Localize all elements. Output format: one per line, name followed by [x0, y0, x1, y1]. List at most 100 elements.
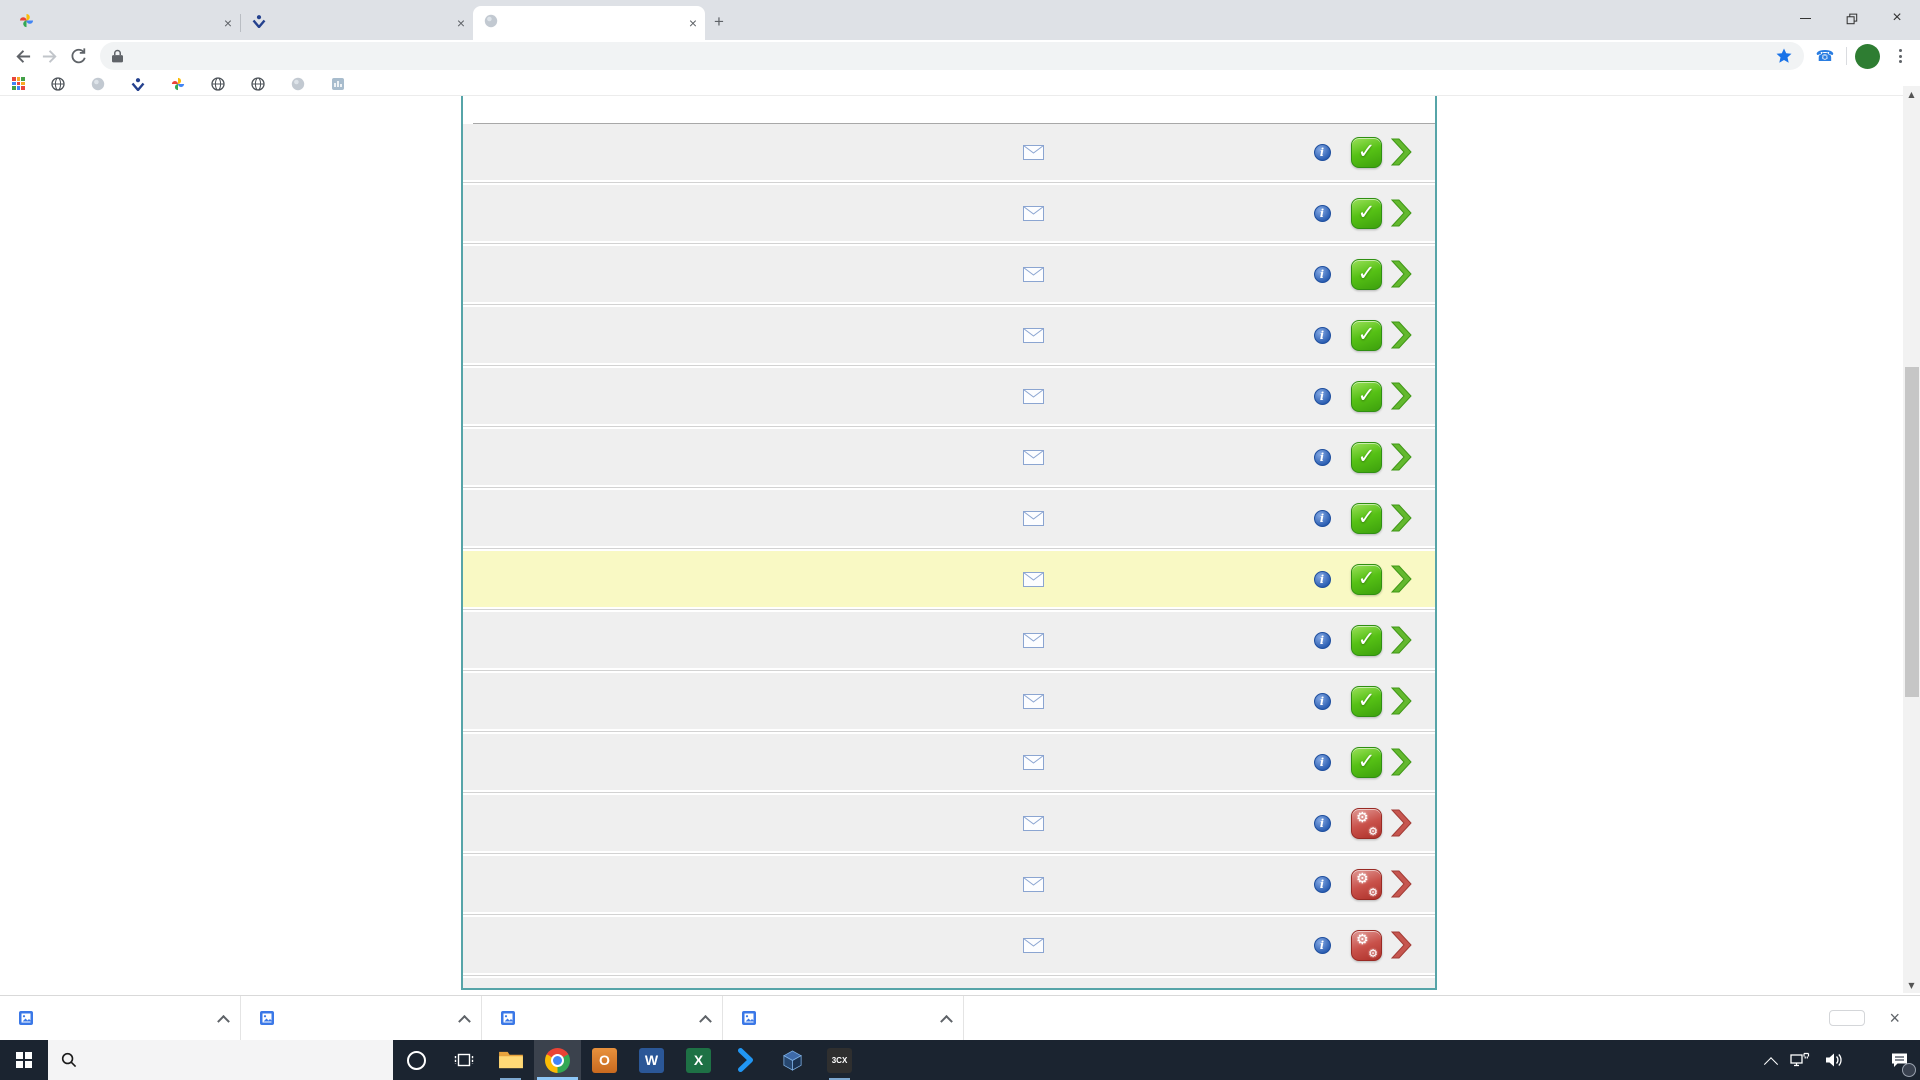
tray-expand-button[interactable] — [1759, 1040, 1783, 1080]
profile-avatar[interactable] — [1855, 43, 1880, 69]
chevron-up-icon[interactable] — [217, 1014, 230, 1028]
bookmark-issue-navigator[interactable] — [131, 77, 151, 91]
chevron-right-icon[interactable] — [1390, 198, 1413, 228]
info-button[interactable]: i — [1305, 875, 1339, 893]
restore-button[interactable] — [1828, 0, 1874, 36]
3cx-button[interactable]: 3CX — [816, 1040, 863, 1080]
chevron-up-icon[interactable] — [458, 1014, 471, 1028]
info-button[interactable]: i — [1305, 448, 1339, 466]
address-bar[interactable] — [100, 42, 1804, 70]
chevron-up-icon[interactable] — [699, 1014, 712, 1028]
bookmark-google-photos[interactable] — [171, 77, 191, 91]
chevron-right-icon[interactable] — [1390, 564, 1413, 594]
phone-extension-button[interactable]: ☎ — [1812, 44, 1838, 68]
cortana-button[interactable] — [393, 1040, 440, 1080]
bookmark-abi-warranty[interactable] — [50, 76, 71, 91]
status-error-button[interactable]: ⚙ ⚙ — [1351, 929, 1382, 961]
messages-button[interactable] — [1005, 449, 1061, 465]
chevron-right-icon[interactable] — [1390, 503, 1413, 533]
tab-google-photos[interactable]: × — [8, 6, 240, 40]
messages-button[interactable] — [1005, 510, 1061, 526]
new-tab-button[interactable]: + — [714, 12, 724, 31]
messages-button[interactable] — [1005, 571, 1061, 587]
messages-button[interactable] — [1005, 937, 1061, 953]
scroll-down-button[interactable]: ▼ — [1908, 980, 1915, 990]
info-button[interactable]: i — [1305, 570, 1339, 588]
excel-button[interactable]: X — [675, 1040, 722, 1080]
back-button[interactable] — [8, 42, 36, 70]
chevron-right-icon[interactable] — [1390, 686, 1413, 716]
tab-claim-header[interactable]: × — [473, 6, 705, 40]
download-item[interactable] — [0, 996, 241, 1040]
status-ok-button[interactable]: ✓ — [1351, 319, 1382, 351]
swift-app-button[interactable] — [722, 1040, 769, 1080]
messages-button[interactable] — [1005, 754, 1061, 770]
file-explorer-button[interactable] — [487, 1040, 534, 1080]
status-ok-button[interactable]: ✓ — [1351, 136, 1382, 168]
downloads-close-button[interactable]: × — [1889, 1007, 1900, 1028]
status-error-button[interactable]: ⚙ ⚙ — [1351, 807, 1382, 839]
start-button[interactable] — [0, 1040, 48, 1080]
status-ok-button[interactable]: ✓ — [1351, 624, 1382, 656]
show-all-button[interactable] — [1829, 1010, 1866, 1026]
chevron-right-icon[interactable] — [1390, 930, 1413, 960]
menu-kebab-icon[interactable] — [1888, 44, 1912, 68]
download-item[interactable] — [241, 996, 482, 1040]
status-ok-button[interactable]: ✓ — [1351, 563, 1382, 595]
chevron-right-icon[interactable] — [1390, 137, 1413, 167]
taskbar-search-input[interactable] — [48, 1040, 393, 1080]
volume-button[interactable] — [1817, 1040, 1851, 1080]
chevron-right-icon[interactable] — [1390, 625, 1413, 655]
chevron-right-icon[interactable] — [1390, 259, 1413, 289]
virtualbox-button[interactable] — [769, 1040, 816, 1080]
bookmark-atlas-customer[interactable] — [331, 77, 351, 91]
tab-jira-issue[interactable]: × — [241, 6, 473, 40]
chrome-button[interactable] — [534, 1040, 581, 1080]
scrollbar-thumb[interactable] — [1904, 367, 1919, 697]
status-ok-button[interactable]: ✓ — [1351, 258, 1382, 290]
bookmark-claim-header[interactable] — [291, 77, 311, 91]
outlook-button[interactable]: O — [581, 1040, 628, 1080]
messages-button[interactable] — [1005, 632, 1061, 648]
info-button[interactable]: i — [1305, 143, 1339, 161]
bookmark-apps[interactable] — [12, 77, 31, 90]
status-ok-button[interactable]: ✓ — [1351, 502, 1382, 534]
close-window-button[interactable]: × — [1874, 0, 1920, 36]
task-view-button[interactable] — [440, 1040, 487, 1080]
bookmark-heather-1[interactable] — [210, 76, 231, 91]
info-button[interactable]: i — [1305, 692, 1339, 710]
chevron-up-icon[interactable] — [940, 1014, 953, 1028]
messages-button[interactable] — [1005, 205, 1061, 221]
bookmark-star-icon[interactable] — [1776, 48, 1792, 64]
messages-button[interactable] — [1005, 693, 1061, 709]
info-button[interactable]: i — [1305, 387, 1339, 405]
messages-button[interactable] — [1005, 815, 1061, 831]
info-button[interactable]: i — [1305, 753, 1339, 771]
refresh-button[interactable] — [64, 42, 92, 70]
bookmark-heather-2[interactable] — [250, 76, 271, 91]
messages-button[interactable] — [1005, 388, 1061, 404]
info-button[interactable]: i — [1305, 936, 1339, 954]
status-ok-button[interactable]: ✓ — [1351, 197, 1382, 229]
language-indicator[interactable] — [1851, 1040, 1865, 1080]
info-button[interactable]: i — [1305, 265, 1339, 283]
network-button[interactable] — [1783, 1040, 1817, 1080]
action-center-button[interactable] — [1883, 1040, 1916, 1080]
scroll-up-button[interactable]: ▲ — [1908, 89, 1915, 99]
info-button[interactable]: i — [1305, 204, 1339, 222]
status-error-button[interactable]: ⚙ ⚙ — [1351, 868, 1382, 900]
download-item[interactable] — [723, 996, 964, 1040]
download-item[interactable] — [482, 996, 723, 1040]
status-ok-button[interactable]: ✓ — [1351, 746, 1382, 778]
chevron-right-icon[interactable] — [1390, 381, 1413, 411]
chevron-right-icon[interactable] — [1390, 320, 1413, 350]
bookmark-swift-connect[interactable] — [91, 77, 111, 91]
close-icon[interactable]: × — [688, 15, 697, 31]
minimize-button[interactable] — [1782, 0, 1828, 36]
forward-button[interactable] — [36, 42, 64, 70]
info-button[interactable]: i — [1305, 326, 1339, 344]
messages-button[interactable] — [1005, 327, 1061, 343]
chevron-right-icon[interactable] — [1390, 869, 1413, 899]
close-icon[interactable]: × — [456, 15, 465, 31]
chevron-right-icon[interactable] — [1390, 808, 1413, 838]
